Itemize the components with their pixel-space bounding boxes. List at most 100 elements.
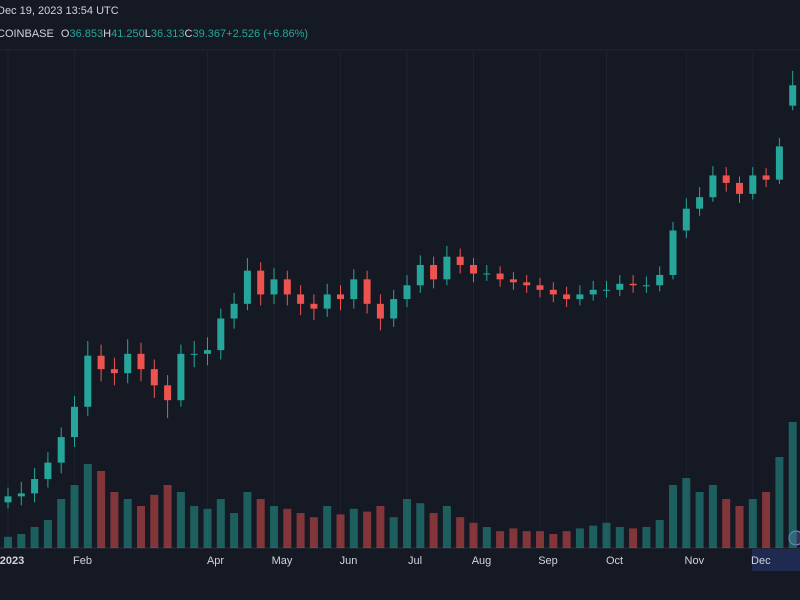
header-datetime: Dec 19, 2023 13:54 UTC bbox=[0, 5, 119, 17]
candle-body bbox=[549, 289, 557, 295]
volume-bar bbox=[216, 499, 225, 548]
candle-body bbox=[243, 270, 251, 304]
ohlc-label: O bbox=[60, 28, 70, 40]
candle-body bbox=[110, 369, 118, 374]
ohlc-value: 36.313 bbox=[150, 28, 185, 40]
candle-body bbox=[589, 289, 597, 295]
volume-bar bbox=[722, 499, 731, 548]
candle-body bbox=[509, 279, 517, 283]
volume-bar bbox=[376, 506, 385, 548]
volume-bar bbox=[682, 478, 691, 548]
candle-body bbox=[403, 285, 411, 300]
volume-bar bbox=[176, 492, 185, 548]
volume-bar bbox=[403, 499, 411, 548]
volume-bar bbox=[429, 513, 438, 548]
volume-bar bbox=[336, 514, 345, 548]
candle-body bbox=[629, 283, 637, 286]
volume-bar bbox=[43, 520, 52, 548]
volume-bar bbox=[270, 506, 278, 548]
volume-bar bbox=[549, 534, 558, 548]
volume-bar bbox=[496, 531, 505, 548]
candle-body bbox=[483, 273, 491, 275]
candle-body bbox=[164, 385, 172, 401]
candle-body bbox=[536, 285, 544, 290]
x-tick-label: 2023 bbox=[0, 555, 24, 567]
x-tick-label: Feb bbox=[73, 555, 92, 567]
volume-bar bbox=[83, 464, 92, 548]
candle-body bbox=[190, 353, 198, 355]
volume-bar bbox=[323, 506, 332, 548]
volume-bar bbox=[389, 517, 398, 548]
candle-body bbox=[44, 462, 52, 480]
volume-bar bbox=[256, 499, 265, 548]
volume-bar bbox=[589, 525, 598, 548]
candle-body bbox=[709, 175, 717, 198]
candle-body bbox=[496, 273, 504, 280]
candle-body bbox=[217, 318, 225, 351]
x-tick-label: May bbox=[272, 555, 293, 567]
candle-body bbox=[616, 283, 624, 290]
volume-bar bbox=[536, 531, 544, 548]
x-tick-label: Oct bbox=[606, 555, 623, 567]
candle-body bbox=[337, 294, 344, 300]
candle-body bbox=[736, 182, 743, 194]
candle-body bbox=[563, 294, 571, 300]
volume-bar bbox=[669, 485, 677, 548]
x-tick-label: Apr bbox=[207, 555, 224, 567]
candle-body bbox=[722, 175, 730, 183]
x-tick-label: Sep bbox=[538, 555, 558, 567]
volume-bar bbox=[642, 527, 651, 548]
volume-bar bbox=[509, 528, 518, 548]
candle-body bbox=[749, 175, 757, 194]
exchange: COINBASE bbox=[0, 28, 54, 40]
candle-body bbox=[642, 285, 650, 287]
volume-bar bbox=[203, 508, 212, 548]
candle-body bbox=[97, 355, 105, 370]
volume-bar bbox=[762, 492, 771, 548]
ohlc-label: H bbox=[103, 28, 112, 40]
x-tick-label: Nov bbox=[685, 555, 705, 567]
volume-bar bbox=[562, 531, 571, 548]
change: +2.526 (+6.86%) bbox=[226, 28, 309, 40]
ohlc-value: 36.853 bbox=[69, 28, 104, 40]
volume-bar bbox=[296, 513, 305, 548]
candle-body bbox=[682, 208, 690, 231]
volume-bar bbox=[442, 506, 451, 548]
ohlc-label: L bbox=[144, 28, 151, 40]
volume-bar bbox=[57, 499, 66, 548]
candle-body bbox=[656, 274, 664, 286]
candle-body bbox=[177, 353, 185, 401]
candle-body bbox=[523, 282, 531, 286]
candle-body bbox=[350, 279, 358, 300]
volume-bar bbox=[482, 527, 491, 548]
candle-body bbox=[297, 294, 305, 304]
candle-body bbox=[470, 264, 477, 274]
candle-body bbox=[390, 299, 398, 319]
crosshair-date-box bbox=[752, 549, 800, 571]
x-tick-label: Jun bbox=[340, 555, 358, 567]
volume-bar bbox=[70, 485, 79, 548]
x-tick-label: Aug bbox=[472, 555, 492, 567]
candle-body bbox=[416, 264, 424, 286]
volume-bar bbox=[309, 517, 318, 548]
volume-bar bbox=[150, 494, 159, 548]
candle-body bbox=[230, 303, 238, 319]
volume-bar bbox=[708, 485, 717, 548]
volume-bar bbox=[469, 522, 478, 548]
volume-bar bbox=[615, 527, 624, 548]
volume-bar bbox=[123, 499, 132, 548]
candle-body bbox=[150, 369, 158, 386]
candle-body bbox=[456, 256, 464, 265]
volume-bar bbox=[190, 506, 199, 548]
volume-bar bbox=[775, 457, 784, 548]
volume-bar bbox=[30, 527, 39, 548]
volume-bar bbox=[602, 522, 611, 548]
candle-body bbox=[204, 350, 211, 354]
volume-bar bbox=[788, 422, 797, 548]
candle-body bbox=[71, 406, 78, 438]
volume-bar bbox=[522, 531, 531, 548]
candle-body bbox=[137, 353, 145, 370]
volume-bar bbox=[163, 485, 172, 548]
candle-body bbox=[762, 175, 770, 180]
volume-bar bbox=[655, 520, 664, 548]
